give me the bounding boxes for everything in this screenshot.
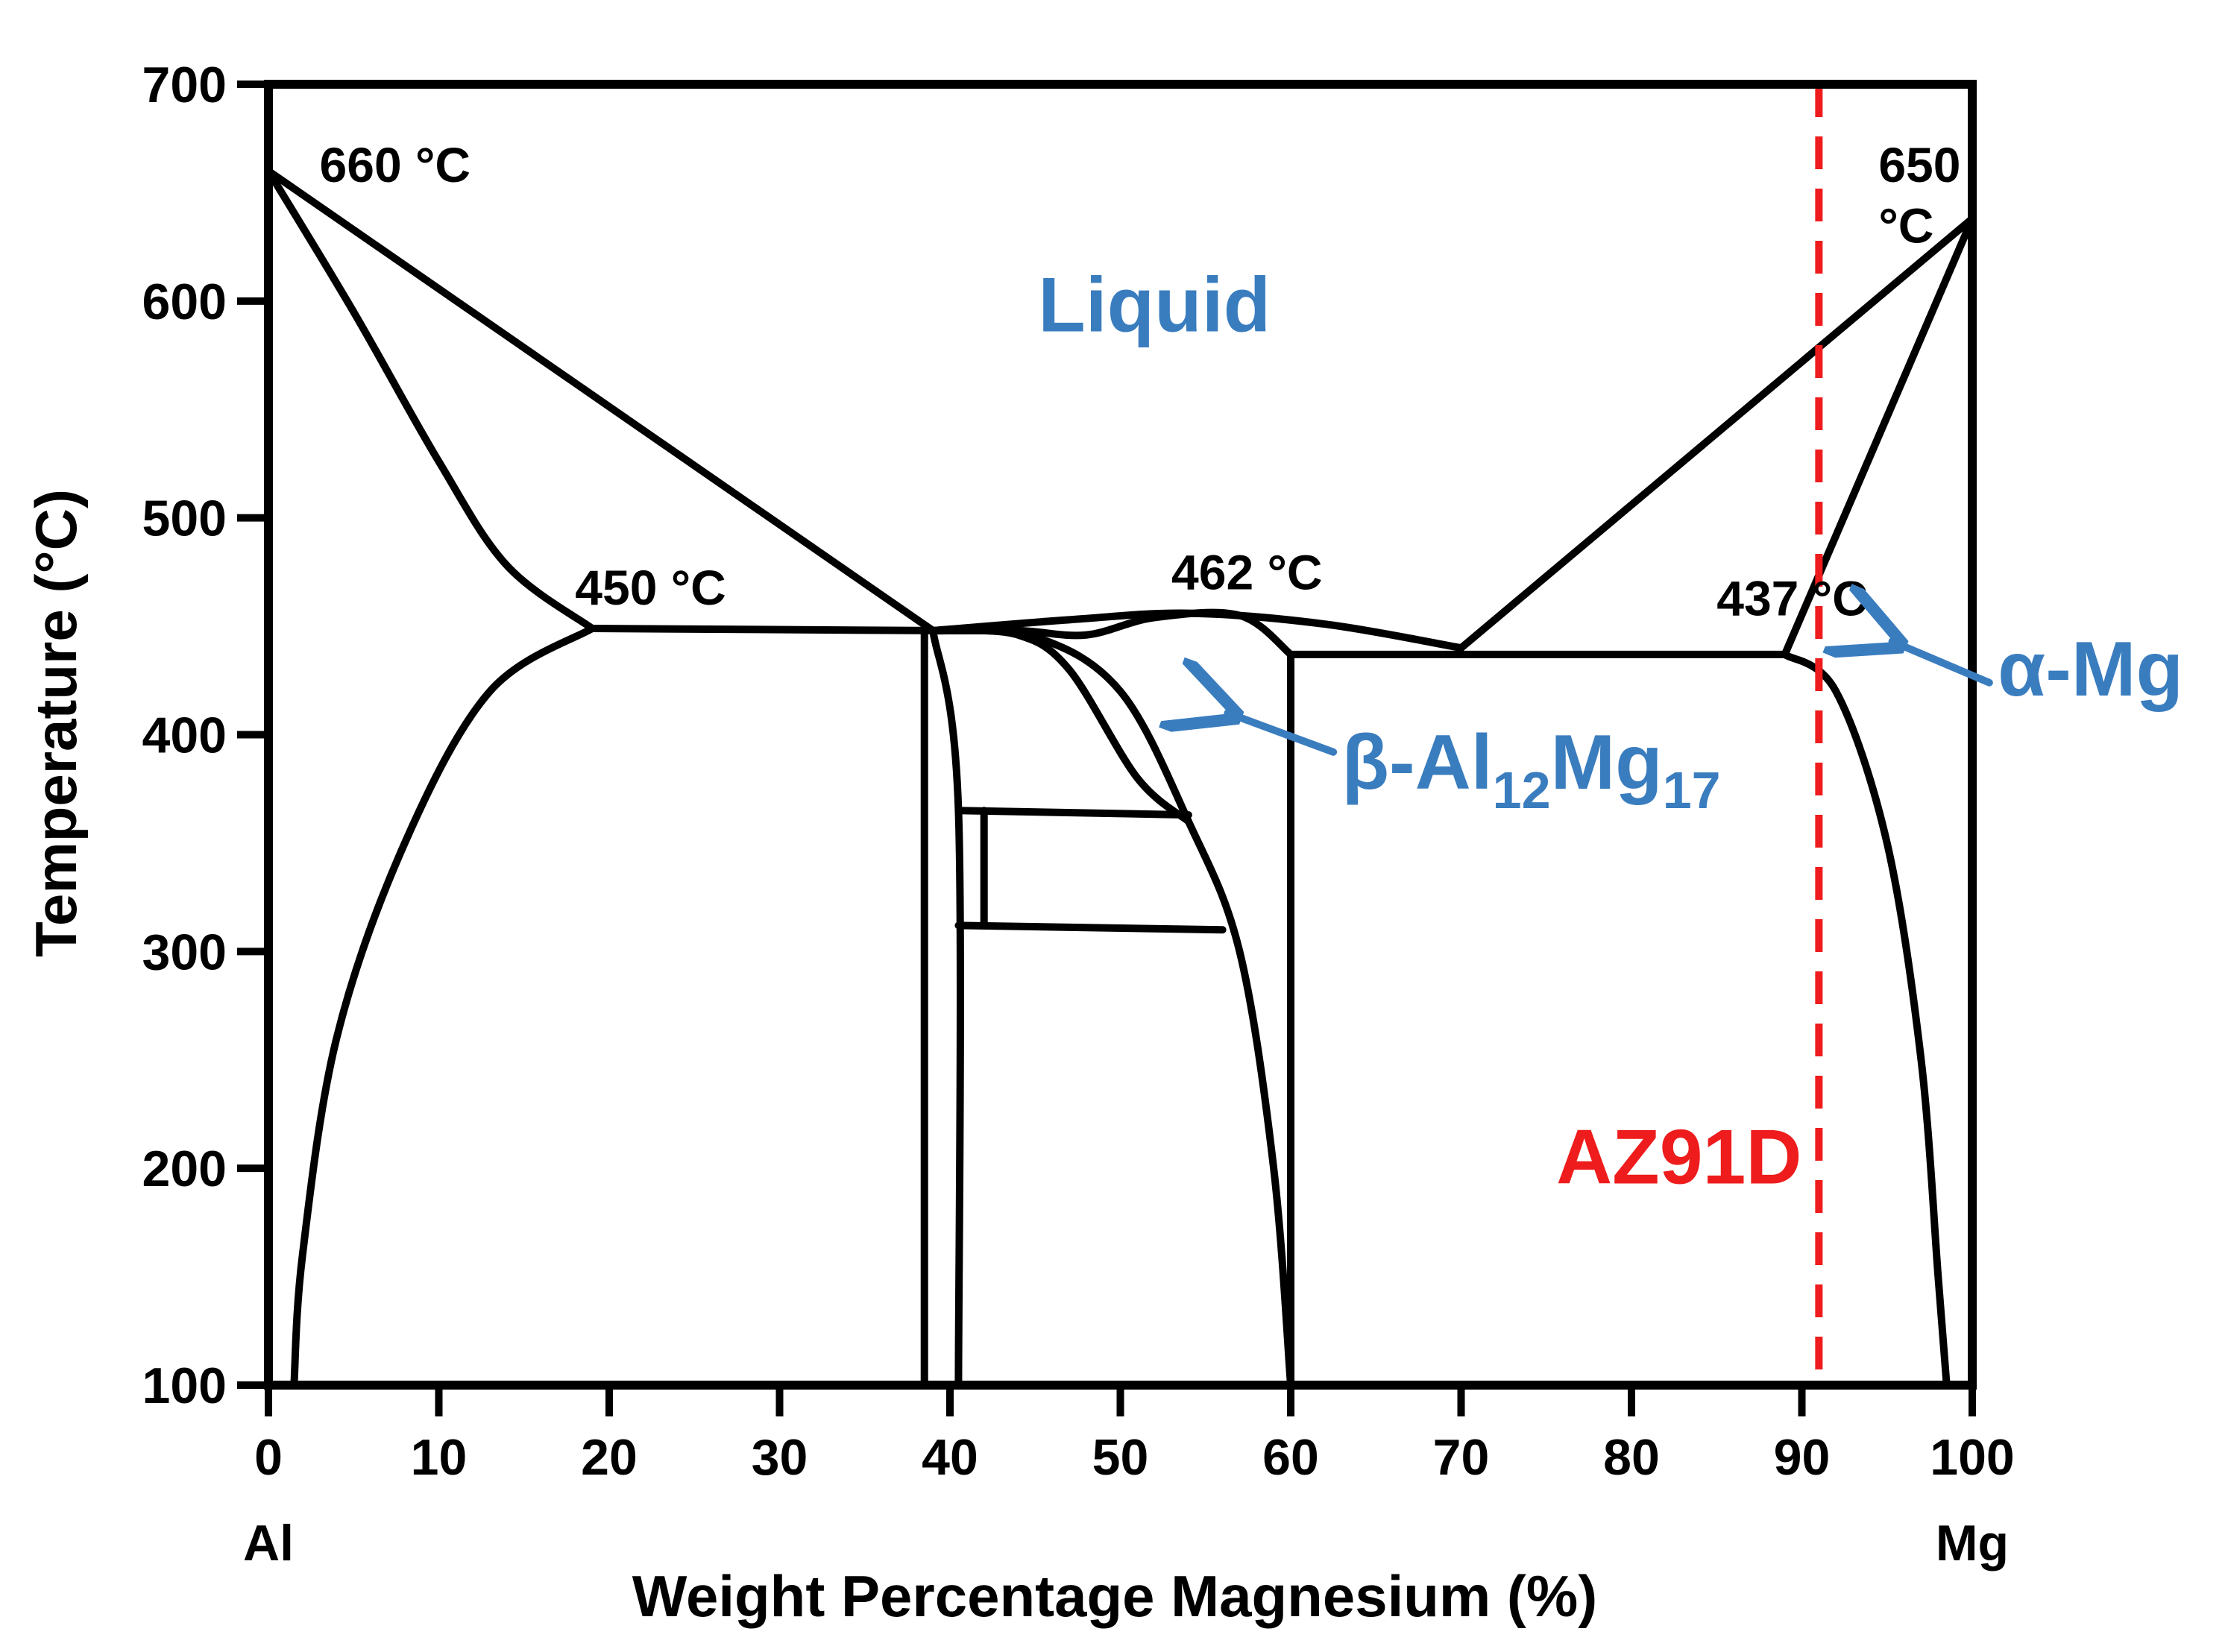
temperature-label: 660 °C [320, 137, 471, 192]
beta-arrow [1227, 713, 1338, 756]
beta-label-mg: Mg [1551, 719, 1663, 806]
x-axis-title: Weight Percentage Magnesium (%) [632, 1563, 1597, 1629]
x-tick-label: 60 [1262, 1429, 1319, 1486]
y-axis-title: Temperature (°C) [23, 489, 89, 957]
x-end-label-al: Al [243, 1515, 294, 1571]
beta-label-sub-al: 12 [1493, 761, 1551, 819]
phase-label-liquid: Liquid [1038, 262, 1271, 349]
y-tick-label: 600 [142, 274, 227, 330]
x-tick-label: 40 [922, 1429, 978, 1486]
x-tick-label: 100 [1930, 1429, 2014, 1486]
x-tick-label: 50 [1092, 1429, 1149, 1486]
phase-label-alpha-mg: α-Mg [1998, 626, 2183, 713]
temperature-label: 437 °C [1716, 571, 1868, 626]
temperature-label: 462 °C [1171, 545, 1323, 600]
boundary-liquidus-mg [1457, 215, 1976, 652]
y-tick-label: 500 [142, 491, 227, 547]
boundary-liquidus-al [265, 167, 937, 634]
x-tick-label: 20 [581, 1429, 638, 1486]
boundary-gamma-upper [954, 807, 1192, 819]
beta-label-sub-mg: 17 [1663, 761, 1721, 819]
temperature-label: °C [1878, 198, 1933, 253]
temperature-label: 650 [1878, 137, 1960, 192]
x-tick-label: 80 [1603, 1429, 1660, 1486]
boundary-eutectic-450 [588, 624, 937, 634]
temperature-labels: 660 °C 450 °C 462 °C 437 °C 650 °C [320, 137, 1961, 626]
x-tick-label: 30 [752, 1429, 808, 1486]
alpha-mg-arrow [1892, 641, 1993, 687]
alloy-label-az91d: AZ91D [1556, 1115, 1801, 1201]
temperature-label: 450 °C [575, 560, 726, 615]
x-axis-ticks: 0 10 20 30 40 50 60 70 80 90 100 [254, 1385, 2015, 1486]
boundary-solidus-al [265, 167, 597, 632]
boundary-solvus-al [290, 624, 597, 1389]
y-tick-label: 200 [142, 1141, 227, 1197]
y-tick-label: 100 [142, 1358, 227, 1414]
x-tick-label: 10 [411, 1429, 468, 1486]
x-tick-label: 0 [254, 1429, 283, 1486]
boundary-gamma-right [929, 626, 964, 1389]
x-tick-label: 90 [1774, 1429, 1831, 1486]
y-tick-label: 700 [142, 57, 227, 113]
y-axis-ticks: 100 200 300 400 500 600 700 [142, 57, 268, 1414]
x-tick-label: 70 [1433, 1429, 1490, 1486]
phase-boundaries [265, 167, 1976, 1389]
phase-label-beta: β-Al12Mg17 [1342, 719, 1721, 819]
boundary-beta-right-inner [946, 626, 1192, 825]
boundary-beta-right-solvus [929, 626, 1294, 1389]
boundary-solvus-mg [1781, 650, 1951, 1389]
x-end-label-mg: Mg [1936, 1515, 2009, 1571]
y-tick-label: 400 [142, 707, 227, 764]
y-tick-label: 300 [142, 924, 227, 980]
beta-label-prefix: β-Al [1342, 719, 1493, 806]
boundary-gamma-lower [954, 921, 1227, 934]
